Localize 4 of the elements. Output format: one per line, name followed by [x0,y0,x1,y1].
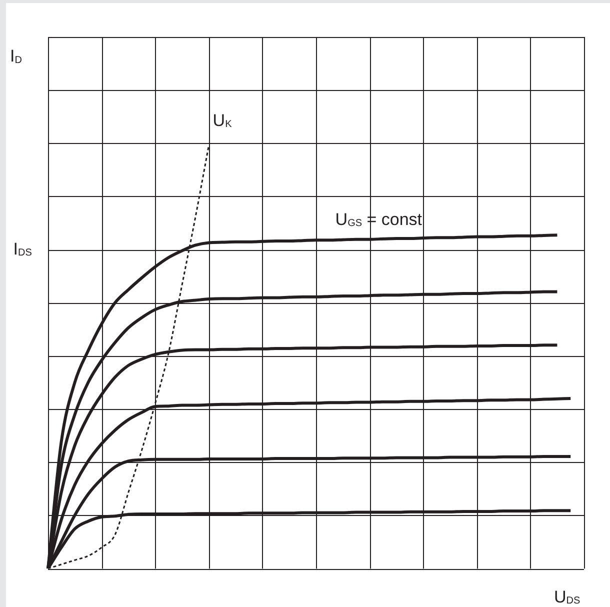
y-axis-title: ID [10,46,22,66]
text: IDS [13,239,32,258]
series-label: UK [212,111,232,130]
x-axis-title: UDS [554,587,580,606]
